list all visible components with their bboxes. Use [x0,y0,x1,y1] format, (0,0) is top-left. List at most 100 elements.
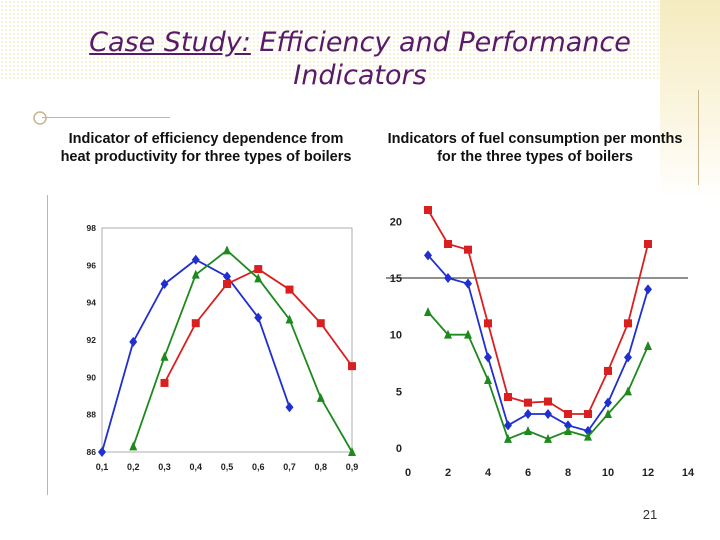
chart1-y-tick-label: 88 [87,410,97,420]
chart2-point-blue [464,278,472,289]
divider-vertical-left [47,195,48,495]
page-number: 21 [642,507,658,522]
chart1-point-green [191,269,200,279]
chart2-y-tick-label: 5 [396,386,402,398]
chart2-series-line-blue [427,254,649,433]
chart2-point-red [624,319,632,328]
chart1-x-tick-label: 0,3 [158,462,171,472]
chart1-series-line-green [132,249,353,453]
chart1-point-green [223,245,231,255]
chart2-point-green [644,341,652,350]
chart2-x-tick-label: 0 [405,467,411,479]
chart2-x-tick-label: 12 [642,467,654,479]
chart2-x-tick-label: 2 [445,467,451,479]
chart1-point-green [129,441,138,451]
title-main-part: Efficiency and Performance Indicators [250,27,631,91]
chart2-point-green [624,386,632,396]
chart2-point-green [604,409,612,418]
chart1-point-red [223,280,231,288]
chart2-point-blue [524,409,532,419]
chart1-point-red [348,362,356,371]
chart2-x-tick-label: 14 [682,467,695,479]
chart2-y-tick-label: 0 [396,443,402,455]
chart1-point-red [254,265,263,274]
chart1-x-tick-label: 0,9 [346,462,359,472]
chart1-background [60,200,370,490]
chart1-point-blue [129,336,138,347]
slide-title: Case Study: Efficiency and Performance I… [30,26,690,92]
chart2-y-tick-label: 10 [390,330,402,342]
chart2-y-tick-label: 20 [390,216,402,228]
chart2-point-red [644,240,652,248]
chart2-point-green [544,433,552,443]
chart2-point-blue [564,420,572,431]
right-chart-caption: Indicators of fuel consumption per month… [387,131,683,165]
dotted-background [0,0,720,80]
chart2-point-green [484,375,492,384]
chart1-y-tick-label: 92 [87,335,97,345]
chart2-point-green [464,329,472,339]
chart1-x-tick-label: 0,6 [252,462,265,472]
chart1-point-green [348,447,356,456]
chart1-plot-frame [101,227,353,453]
chart2-point-blue [484,352,492,363]
chart2-point-green [584,431,592,441]
chart2-point-green [564,426,572,435]
chart1-y-tick-label: 98 [87,223,97,233]
chart2-point-blue [604,397,612,408]
title-underlined-part: Case Study: [89,27,251,58]
chart1-point-red [160,378,169,387]
efficiency-chart: 98 96 94 92 90 88 86 0,1 0,2 0,3 0,4 0,5 0,6 0,7 0,8 0,… [60,200,370,490]
chart2-point-blue [504,420,512,431]
chart1-point-blue [191,254,200,265]
chart1-x-tick-label: 0,7 [283,462,296,472]
chart2-point-green [444,329,452,339]
chart2-point-red [564,410,572,418]
chart1-point-red [316,319,325,328]
chart2-y-tick-label: 15 [390,273,402,285]
corner-gradient [660,0,720,200]
chart2-point-red [424,206,432,214]
chart1-x-tick-label: 0,8 [314,462,327,472]
chart1-point-blue [285,402,294,413]
chart2-point-blue [544,409,552,419]
bullet-circle-icon [33,111,47,125]
chart1-point-red [191,319,200,328]
chart2-x-tick-label: 6 [525,467,531,479]
chart2-point-blue [644,284,652,295]
chart1-y-tick-label: 94 [87,298,97,308]
divider-horizontal [42,117,170,118]
chart2-point-red [464,245,472,254]
chart1-x-tick-label: 0,1 [96,462,109,472]
left-chart-caption: Indicator of efficiency dependence from … [60,131,352,165]
chart1-point-red [285,285,294,294]
chart1-point-blue [223,271,231,282]
chart1-x-tick-label: 0,2 [127,462,140,472]
chart2-point-red [524,398,532,407]
chart2-point-green [424,307,432,316]
chart1-x-tick-label: 0,5 [221,462,234,472]
chart2-point-red [484,319,492,328]
chart2-series-line-green [427,311,649,441]
chart2-point-red [604,366,612,375]
chart2-point-red [544,397,552,406]
chart1-y-tick-label: 96 [87,260,97,270]
chart2-x-tick-label: 8 [565,467,571,479]
chart1-point-green [316,392,325,402]
chart2-point-red [444,240,452,248]
chart1-point-green [285,314,294,324]
divider-vertical-right [698,90,699,185]
chart2-point-green [504,433,512,443]
chart1-point-blue [98,447,106,457]
chart1-point-green [160,351,169,361]
chart1-y-tick-label: 90 [87,372,97,382]
chart1-point-blue [160,279,169,289]
chart2-point-red [584,410,592,418]
chart1-point-blue [254,312,263,323]
chart1-x-tick-label: 0,4 [189,462,202,472]
chart2-x-tick-label: 4 [485,467,492,479]
chart2-point-blue [624,352,632,363]
chart2-x-tick-label: 10 [602,467,614,479]
fuel-consumption-chart: 20 15 10 5 00 2 4 6 8 10 12 14 [386,195,698,495]
chart2-point-blue [444,273,452,283]
